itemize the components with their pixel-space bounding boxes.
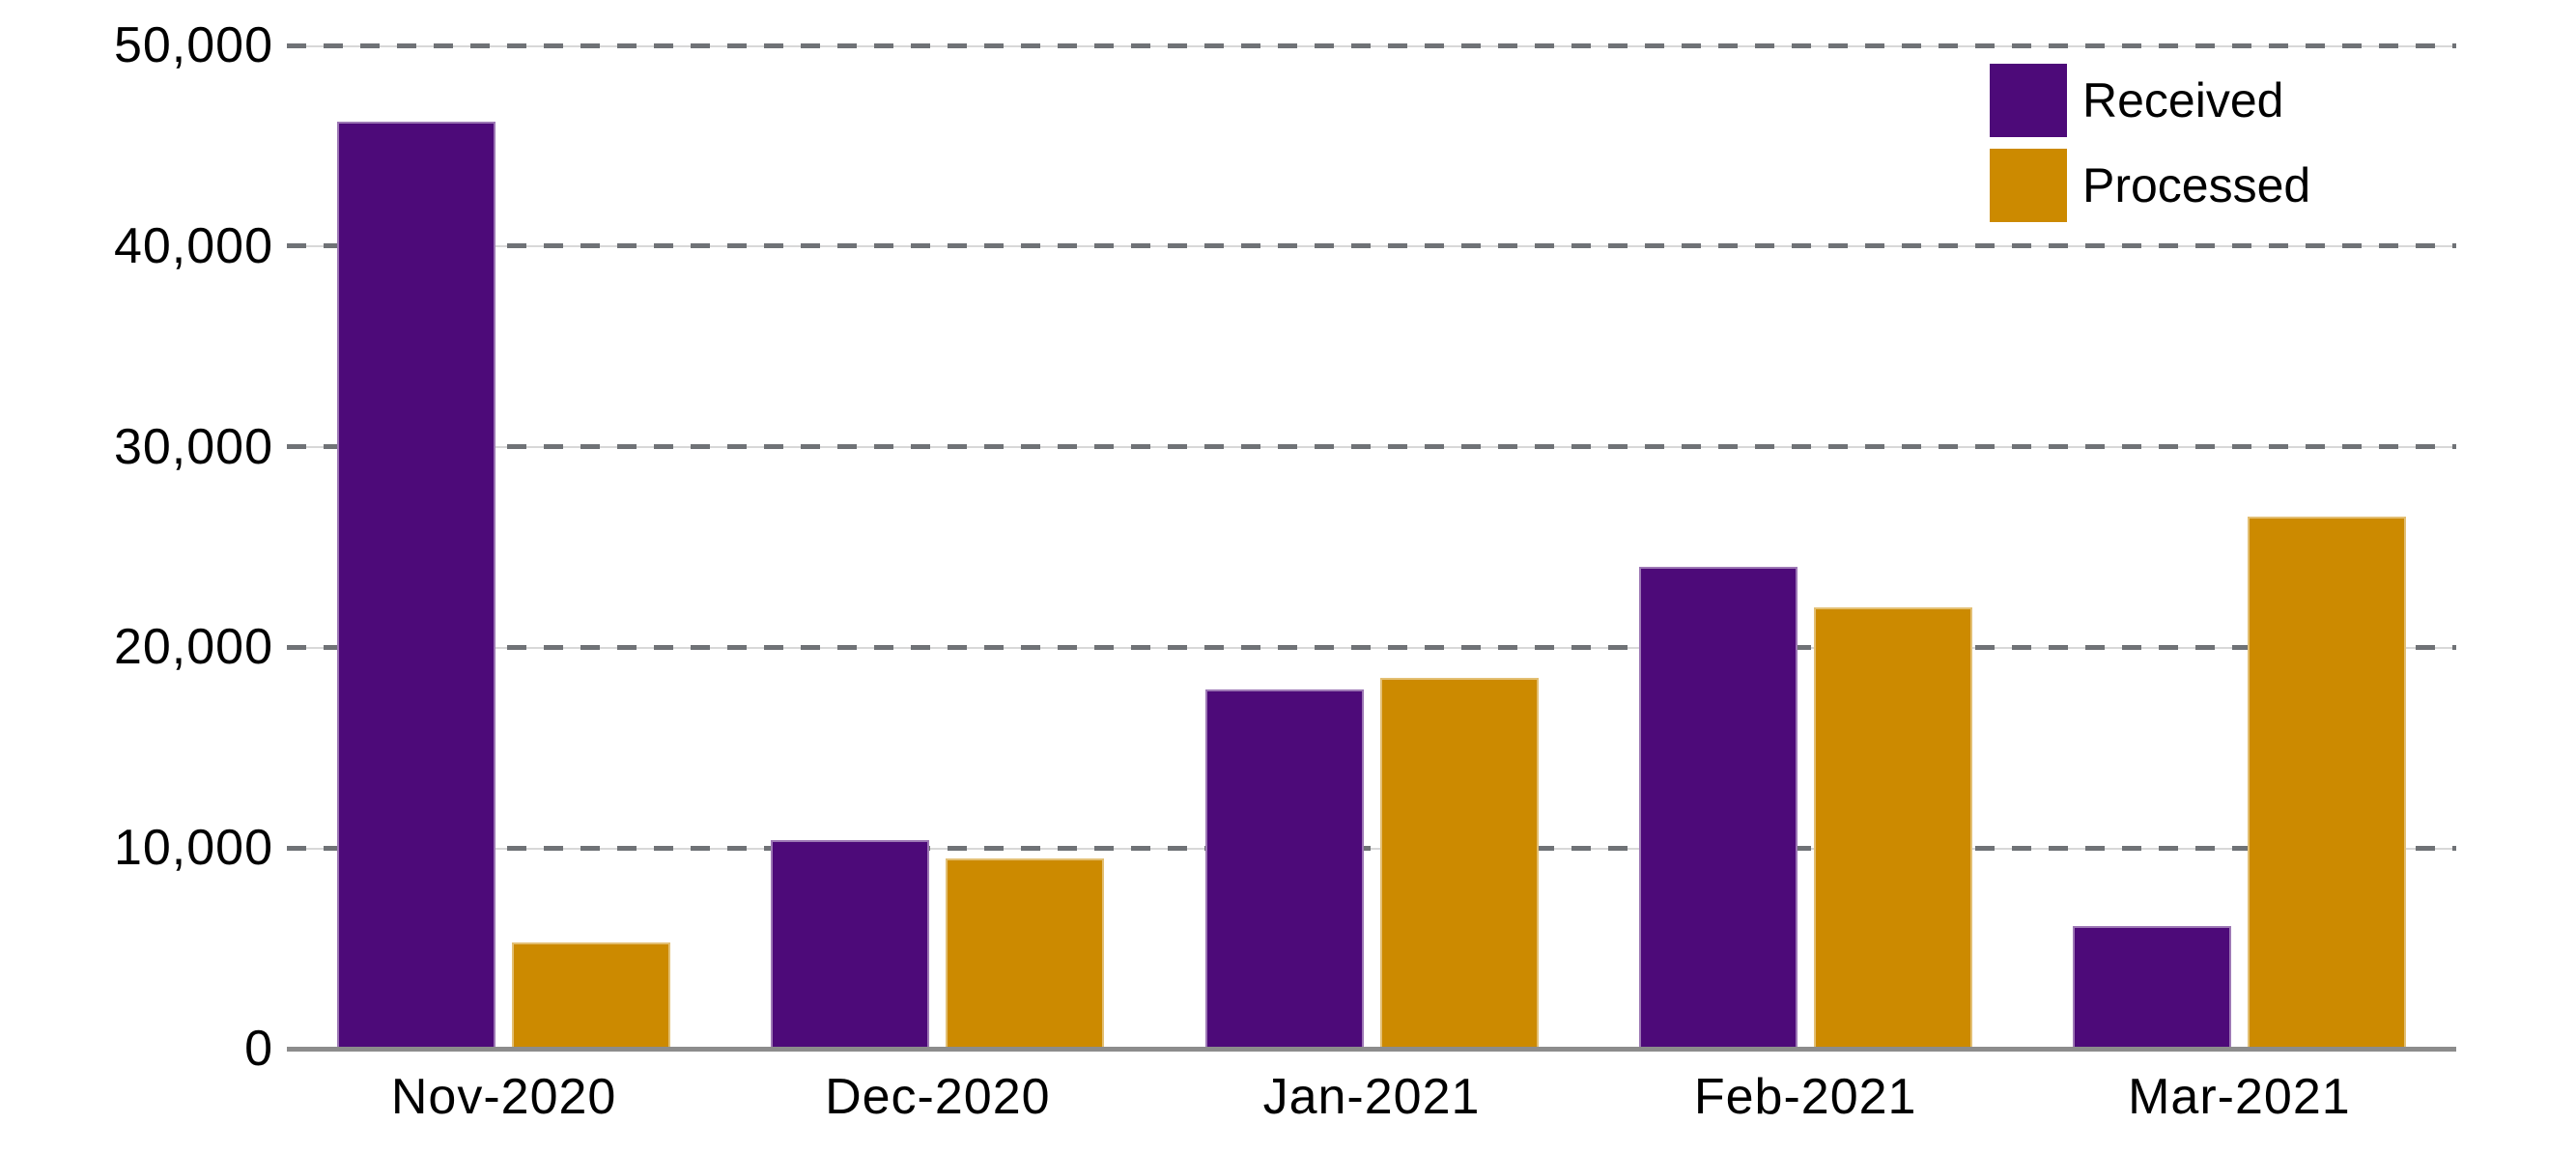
gridline bbox=[287, 845, 2456, 851]
gridline bbox=[287, 644, 2456, 650]
legend: Received Processed bbox=[1990, 64, 2310, 222]
bar-processed-jan-2021 bbox=[1379, 677, 1539, 1049]
x-axis-line bbox=[287, 1047, 2456, 1052]
legend-item-received: Received bbox=[1990, 64, 2310, 137]
bar-processed-feb-2021 bbox=[1813, 606, 1972, 1049]
bar-received-jan-2021 bbox=[1204, 689, 1364, 1049]
x-axis-tick-label: Dec-2020 bbox=[825, 1069, 1051, 1125]
bar-received-feb-2021 bbox=[1638, 567, 1798, 1049]
x-axis-tick-label: Feb-2021 bbox=[1693, 1069, 1917, 1125]
bar-received-nov-2020 bbox=[337, 121, 496, 1049]
y-axis-tick-label: 40,000 bbox=[113, 217, 273, 274]
legend-swatch-received-icon bbox=[1990, 64, 2067, 137]
y-axis-tick-label: 30,000 bbox=[113, 418, 273, 475]
gridline bbox=[287, 42, 2456, 48]
legend-label-processed: Processed bbox=[2082, 158, 2311, 212]
y-axis-tick-label: 50,000 bbox=[113, 17, 273, 73]
gridline bbox=[287, 243, 2456, 249]
plot-area bbox=[287, 42, 2456, 1049]
gridline bbox=[287, 444, 2456, 450]
bar-processed-nov-2020 bbox=[512, 941, 671, 1049]
bar-received-dec-2020 bbox=[771, 839, 930, 1049]
x-axis-tick-label: Nov-2020 bbox=[390, 1069, 617, 1125]
y-axis-tick-label: 20,000 bbox=[113, 619, 273, 676]
y-axis-tick-label: 0 bbox=[244, 1021, 273, 1077]
legend-item-processed: Processed bbox=[1990, 149, 2310, 222]
bar-processed-mar-2021 bbox=[2247, 517, 2406, 1049]
legend-label-received: Received bbox=[2082, 73, 2284, 127]
x-axis-tick-label: Mar-2021 bbox=[2128, 1069, 2351, 1125]
bar-received-mar-2021 bbox=[2072, 926, 2231, 1049]
x-axis-tick-label: Jan-2021 bbox=[1262, 1069, 1481, 1125]
bar-processed-dec-2020 bbox=[946, 857, 1105, 1049]
y-axis-tick-label: 10,000 bbox=[113, 820, 273, 877]
legend-swatch-processed-icon bbox=[1990, 149, 2067, 222]
